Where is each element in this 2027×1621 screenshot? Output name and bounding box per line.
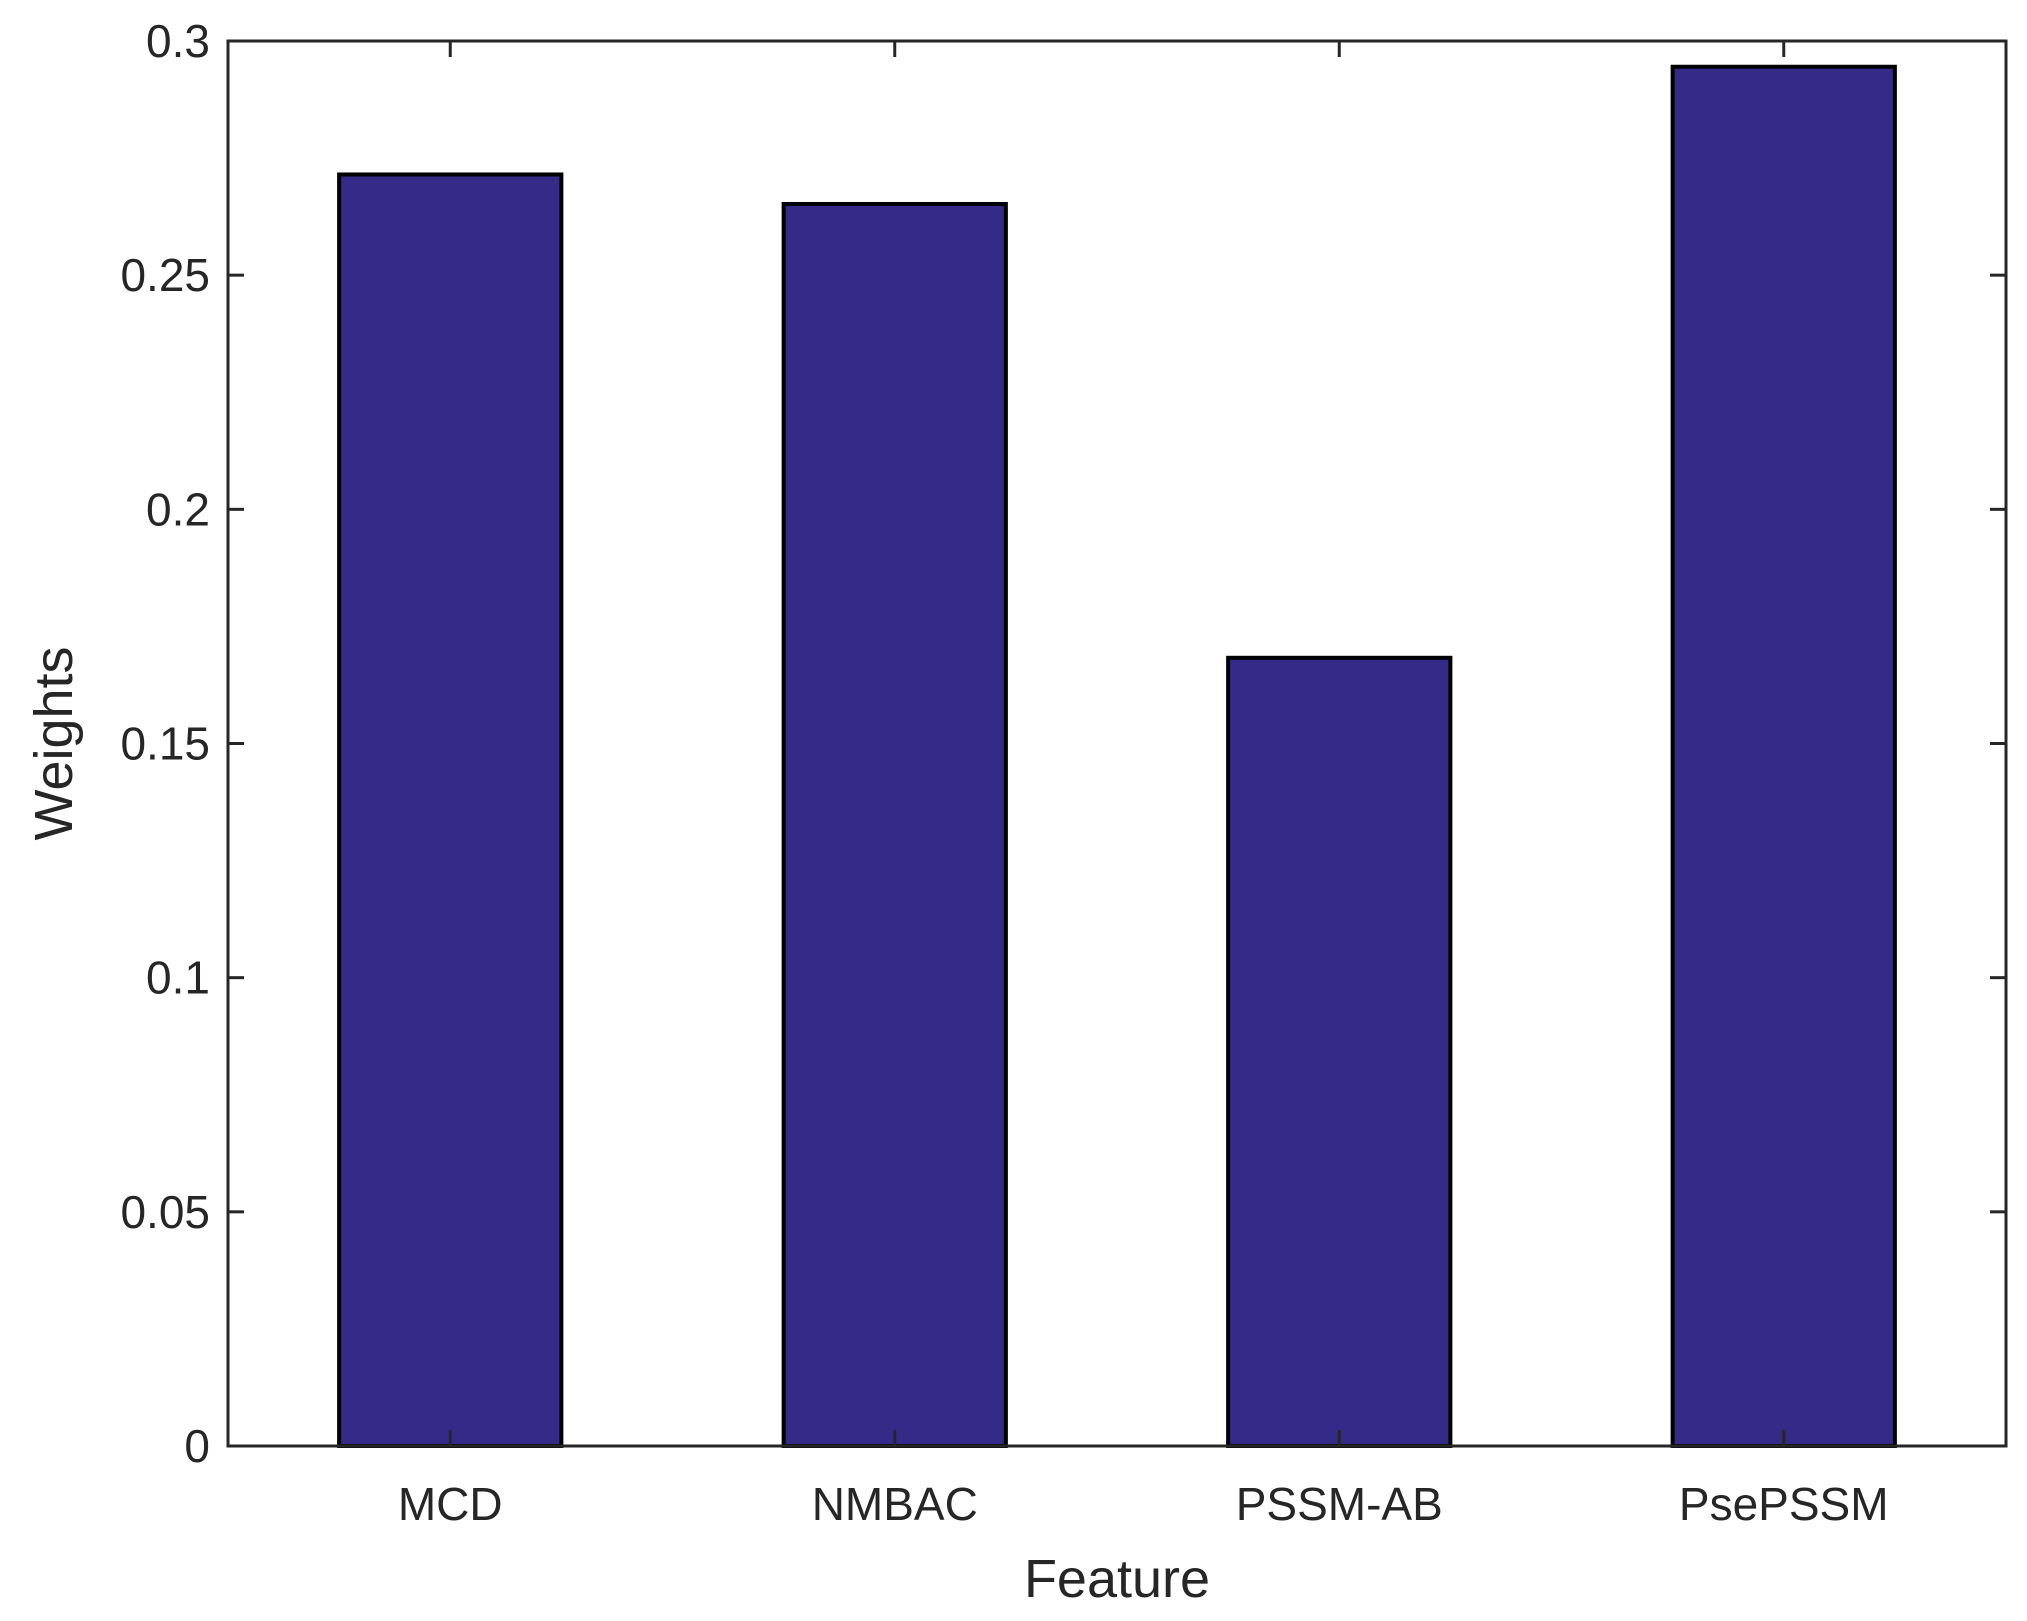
bars <box>337 64 1897 1449</box>
y-tick-label: 0 <box>184 1420 210 1472</box>
y-tick-label: 0.2 <box>146 483 210 535</box>
bar-pssm-ab <box>1226 655 1453 1448</box>
bar-nmbac <box>781 201 1008 1449</box>
bar-mcd <box>337 172 564 1449</box>
bar-psepssm <box>1670 64 1897 1449</box>
x-tick-label: NMBAC <box>812 1478 978 1530</box>
y-tick-label: 0.3 <box>146 15 210 67</box>
y-tick-label: 0.15 <box>120 718 210 770</box>
y-tick-label: 0.1 <box>146 952 210 1004</box>
y-tick-label: 0.05 <box>120 1186 210 1238</box>
y-tick-label: 0.25 <box>120 249 210 301</box>
x-tick-label: MCD <box>398 1478 503 1530</box>
x-axis-label: Feature <box>1024 1549 1210 1609</box>
x-tick-label: PSSM-AB <box>1236 1478 1443 1530</box>
y-axis-ticks: 0 0.05 0.1 0.15 0.2 0.25 0.3 <box>120 15 2006 1472</box>
x-axis-ticks: MCD NMBAC PSSM-AB PsePSSM <box>398 41 1889 1530</box>
y-axis-label: Weights <box>24 646 84 840</box>
x-tick-label: PsePSSM <box>1679 1478 1889 1530</box>
